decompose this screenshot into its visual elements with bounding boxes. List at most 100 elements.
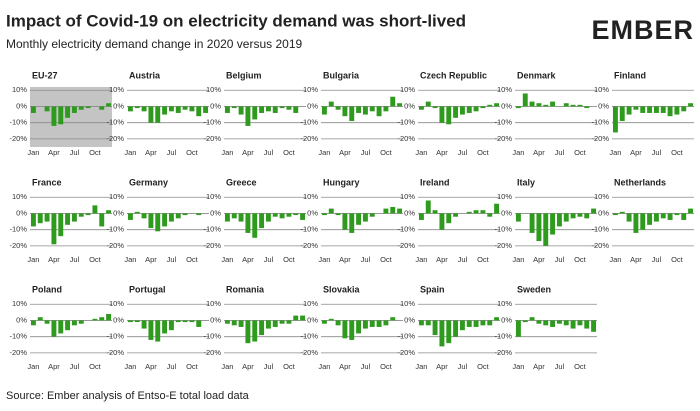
bar	[134, 211, 140, 214]
bar	[667, 106, 673, 117]
x-tick-label: Jan	[415, 148, 427, 157]
bar	[515, 320, 521, 337]
y-tick-label: -10%	[203, 225, 221, 234]
bar	[71, 106, 77, 113]
bar	[30, 213, 36, 227]
bar	[106, 103, 112, 107]
bar	[342, 106, 348, 117]
x-tick-label: Jul	[264, 362, 274, 371]
bar	[85, 106, 91, 109]
bar	[293, 315, 299, 321]
y-tick-label: -20%	[300, 241, 318, 250]
x-tick-label: Apr	[145, 148, 157, 157]
x-tick-label: Oct	[186, 362, 199, 371]
y-tick-label: 10%	[206, 85, 221, 94]
bar	[480, 106, 486, 109]
bar	[58, 213, 64, 237]
bar	[439, 320, 445, 347]
bar	[473, 106, 479, 112]
y-tick-label: -20%	[397, 241, 415, 250]
y-tick-label: -10%	[591, 225, 609, 234]
bar	[335, 106, 341, 110]
x-tick-label: Jan	[27, 148, 39, 157]
bar	[168, 106, 174, 112]
x-tick-label: Apr	[48, 362, 60, 371]
x-tick-label: Jan	[512, 148, 524, 157]
x-tick-label: Jan	[124, 148, 136, 157]
y-tick-label: 0%	[501, 208, 512, 217]
chart-title: Impact of Covid-19 on electricity demand…	[6, 11, 466, 30]
bar	[681, 106, 687, 112]
panel-title: Czech Republic	[420, 70, 487, 80]
bar	[432, 320, 438, 336]
x-tick-label: Apr	[533, 362, 545, 371]
bar	[453, 106, 459, 118]
bar	[418, 320, 424, 326]
bar	[335, 213, 341, 216]
x-tick-label: Apr	[533, 148, 545, 157]
bar	[148, 320, 154, 340]
x-tick-label: Oct	[574, 148, 587, 157]
bar	[570, 104, 576, 107]
bar	[65, 320, 71, 331]
bar	[376, 320, 382, 327]
bar	[238, 320, 244, 327]
bar	[189, 320, 195, 323]
bar	[321, 106, 327, 115]
y-tick-label: 0%	[501, 101, 512, 110]
panel-title: Poland	[32, 284, 62, 294]
bar	[563, 320, 569, 326]
bar	[196, 213, 202, 216]
x-tick-label: Jan	[318, 148, 330, 157]
panel-title: Belgium	[226, 70, 262, 80]
panel-title: Netherlands	[614, 177, 666, 187]
bar	[168, 320, 174, 331]
bar	[584, 106, 590, 109]
bar	[300, 315, 306, 321]
y-tick-label: 10%	[400, 192, 415, 201]
x-tick-label: Apr	[145, 362, 157, 371]
y-tick-label: 10%	[497, 299, 512, 308]
y-tick-label: -10%	[397, 332, 415, 341]
y-tick-label: 10%	[303, 299, 318, 308]
panel-title: France	[32, 177, 62, 187]
x-tick-label: Jul	[652, 255, 662, 264]
bar	[182, 320, 188, 323]
x-tick-label: Jan	[27, 255, 39, 264]
y-tick-label: -20%	[9, 348, 27, 357]
panel-title: Portugal	[129, 284, 166, 294]
bar	[473, 210, 479, 214]
y-tick-label: -20%	[494, 348, 512, 357]
bar	[612, 213, 618, 216]
bar	[577, 104, 583, 107]
bar	[660, 106, 666, 113]
bar	[418, 213, 424, 220]
x-tick-label: Apr	[242, 362, 254, 371]
bar	[466, 211, 472, 214]
x-tick-label: Jul	[361, 255, 371, 264]
x-tick-label: Jul	[361, 148, 371, 157]
panel-title: Bulgaria	[323, 70, 360, 80]
x-tick-label: Oct	[380, 255, 393, 264]
y-tick-label: -10%	[300, 225, 318, 234]
y-tick-label: -20%	[106, 241, 124, 250]
panel-title: EU-27	[32, 70, 58, 80]
bar	[418, 106, 424, 110]
bar	[37, 213, 43, 224]
bar	[563, 103, 569, 107]
bar	[259, 106, 265, 113]
bar	[293, 213, 299, 216]
bar	[653, 106, 659, 113]
y-tick-label: 10%	[206, 192, 221, 201]
bar	[328, 208, 334, 214]
y-tick-label: -10%	[494, 225, 512, 234]
y-tick-label: 0%	[210, 101, 221, 110]
bar	[182, 106, 188, 110]
bar	[279, 106, 285, 109]
x-tick-label: Jan	[221, 148, 233, 157]
bar	[189, 106, 195, 112]
x-tick-label: Jul	[458, 148, 468, 157]
y-tick-label: 0%	[113, 101, 124, 110]
bar	[155, 213, 161, 232]
y-tick-label: 0%	[113, 315, 124, 324]
